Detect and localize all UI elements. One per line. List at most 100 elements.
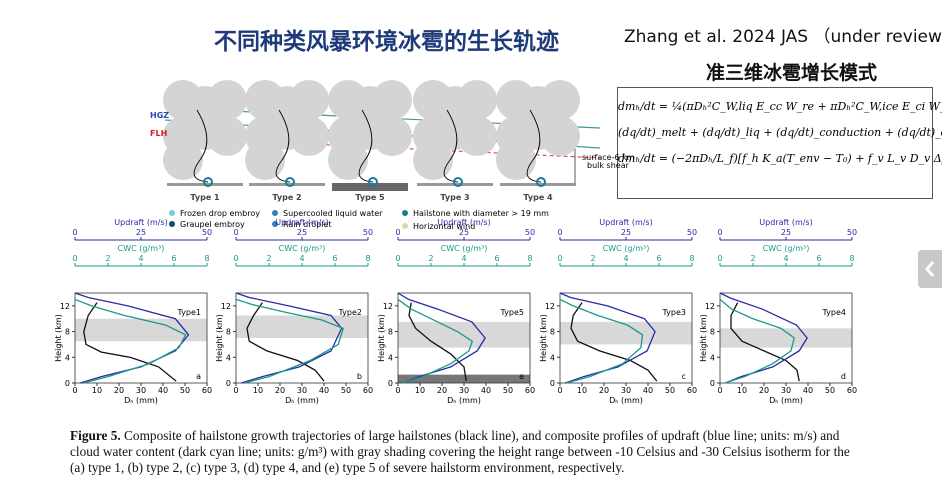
- updraft-tick-label: 25: [621, 228, 631, 237]
- updraft-tick-label: 50: [363, 228, 373, 237]
- legend-marker: [402, 210, 408, 216]
- level-label: FLH: [150, 129, 167, 138]
- cloud-puff: [372, 116, 412, 156]
- legend-label: Graupel embroy: [180, 220, 245, 229]
- cloud-puff: [289, 80, 329, 120]
- x-tick-label: 0: [72, 386, 77, 395]
- caption-label: Figure 5.: [70, 428, 121, 443]
- type-label: Type 4: [523, 193, 553, 202]
- cwc-axis-label: CWC (g/m³): [763, 244, 810, 253]
- cwc-tick-label: 4: [138, 254, 143, 263]
- author: Zhang et al. 2024 JAS （under review）: [624, 27, 942, 47]
- type-label: Type 3: [440, 193, 469, 202]
- cwc-axis-label: CWC (g/m³): [279, 244, 326, 253]
- y-tick-label: 0: [226, 379, 231, 388]
- cwc-tick-label: 8: [365, 254, 370, 263]
- equation: dmₕ/dt = (−2πDₕ/L_f)[f_h K_a(T_env − T₀)…: [618, 152, 942, 165]
- x-tick-label: 60: [525, 386, 535, 395]
- x-tick-label: 50: [341, 386, 351, 395]
- cloud-puff: [457, 116, 497, 156]
- cloud-puff: [496, 140, 536, 180]
- shade-band: [75, 318, 207, 342]
- panel-letter: d: [841, 372, 846, 381]
- cloud-puff: [289, 116, 329, 156]
- cwc-tick-label: 2: [266, 254, 271, 263]
- cwc-tick-label: 2: [590, 254, 595, 263]
- x-axis-label: Dₕ (mm): [124, 396, 158, 405]
- x-tick-label: 40: [643, 386, 653, 395]
- y-tick-label: 8: [710, 328, 715, 337]
- y-tick-label: 0: [550, 379, 555, 388]
- cwc-tick-label: 0: [557, 254, 562, 263]
- level-label: HGZ: [150, 111, 169, 120]
- panel-letter: e: [519, 372, 524, 381]
- x-tick-label: 20: [599, 386, 609, 395]
- cwc-axis-label: CWC (g/m³): [603, 244, 650, 253]
- x-tick-label: 60: [363, 386, 373, 395]
- cloud-puff: [207, 116, 247, 156]
- cwc-line: [235, 298, 345, 384]
- y-tick-label: 12: [60, 302, 70, 311]
- updraft-tick-label: 50: [687, 228, 697, 237]
- cwc-tick-label: 0: [72, 254, 77, 263]
- cwc-tick-label: 8: [849, 254, 854, 263]
- panel-title: Type1: [177, 308, 201, 317]
- trajectory-line: [730, 302, 800, 382]
- cwc-tick-label: 6: [494, 254, 499, 263]
- trajectory-line: [246, 302, 325, 382]
- x-tick-label: 30: [621, 386, 631, 395]
- panel-title: Type4: [822, 308, 846, 317]
- x-tick-label: 10: [737, 386, 747, 395]
- x-tick-label: 30: [297, 386, 307, 395]
- legend-marker: [169, 210, 175, 216]
- cloud-puff: [413, 140, 453, 180]
- x-tick-label: 10: [415, 386, 425, 395]
- y-tick-label: 0: [710, 379, 715, 388]
- cloud-puff: [328, 140, 368, 180]
- updraft-tick-label: 0: [72, 228, 77, 237]
- cloud-puff: [207, 80, 247, 120]
- x-axis-label: Dₕ (mm): [609, 396, 643, 405]
- x-axis-label: Dₕ (mm): [769, 396, 803, 405]
- cwc-line: [74, 298, 187, 384]
- panel-title: Type5: [500, 308, 524, 317]
- trajectory-line: [83, 302, 177, 382]
- x-tick-label: 30: [781, 386, 791, 395]
- legend-label: Supercooled liquid water: [283, 209, 383, 218]
- x-tick-label: 50: [825, 386, 835, 395]
- x-tick-label: 0: [233, 386, 238, 395]
- x-tick-label: 50: [665, 386, 675, 395]
- cwc-tick-label: 2: [105, 254, 110, 263]
- y-tick-label: 4: [550, 353, 555, 362]
- y-tick-label: 12: [705, 302, 715, 311]
- cwc-axis-label: CWC (g/m³): [118, 244, 165, 253]
- y-axis-label: Height (km): [699, 314, 708, 362]
- x-tick-label: 0: [717, 386, 722, 395]
- x-tick-label: 20: [114, 386, 124, 395]
- dark-band: [398, 374, 530, 383]
- side-tab[interactable]: [918, 250, 942, 288]
- hailstone: [368, 177, 378, 187]
- panel-title: Type2: [338, 308, 362, 317]
- y-axis-label: Height (km): [377, 314, 386, 362]
- type-label: Type 2: [272, 193, 301, 202]
- cloud-puff: [245, 140, 285, 180]
- panel-letter: a: [196, 372, 201, 381]
- legend-label: Horizontal wind: [413, 222, 475, 231]
- cwc-tick-label: 6: [171, 254, 176, 263]
- updraft-axis-label: Updraft (m/s): [759, 218, 812, 227]
- equation: dmₕ/dt = ¼(πDₕ²C_W,liq E_cc W_re + πDₕ²C…: [618, 100, 942, 113]
- updraft-tick-label: 50: [525, 228, 535, 237]
- cwc-tick-label: 0: [717, 254, 722, 263]
- updraft-axis-label: Updraft (m/s): [275, 218, 328, 227]
- cwc-line: [559, 298, 644, 384]
- cloud-puff: [372, 80, 412, 120]
- updraft-tick-label: 0: [395, 228, 400, 237]
- y-axis-label: Height (km): [54, 314, 63, 362]
- updraft-axis-label: Updraft (m/s): [437, 218, 490, 227]
- updraft-axis-label: Updraft (m/s): [114, 218, 167, 227]
- panel-letter: b: [357, 372, 362, 381]
- x-tick-label: 50: [503, 386, 513, 395]
- cloud-puff: [540, 80, 580, 120]
